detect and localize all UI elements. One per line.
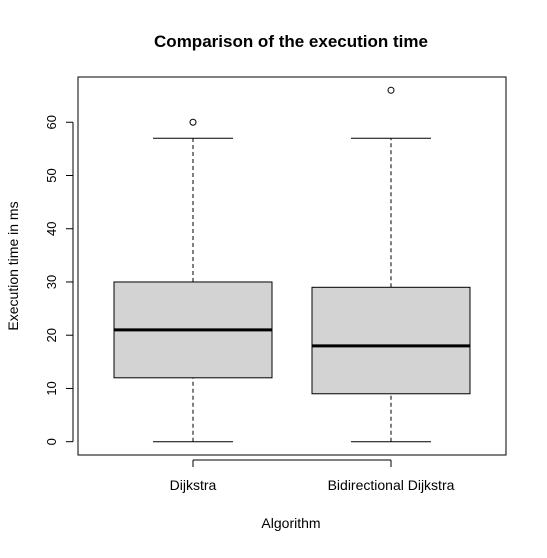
y-tick-label: 10 [44,381,59,395]
chart-title: Comparison of the execution time [154,32,428,51]
y-tick-label: 0 [44,438,59,445]
y-tick-label: 20 [44,328,59,342]
x-axis-label: Algorithm [261,515,320,531]
y-tick-label: 50 [44,168,59,182]
plot-frame [77,76,507,456]
plot-layer: 0 10 20 30 40 50 60 Dijkstra Bidirectional Dijks… [44,86,471,493]
box-iqr [311,286,471,395]
y-axis-label: Execution time in ms [5,201,21,330]
x-tick-label: Dijkstra [170,477,217,493]
outlier-point [189,118,197,126]
y-tick-label: 40 [44,221,59,235]
y-tick-label: 30 [44,275,59,289]
outlier-point [387,86,395,94]
x-tick-label: Bidirectional Dijkstra [328,477,455,493]
y-tick-label: 60 [44,115,59,129]
